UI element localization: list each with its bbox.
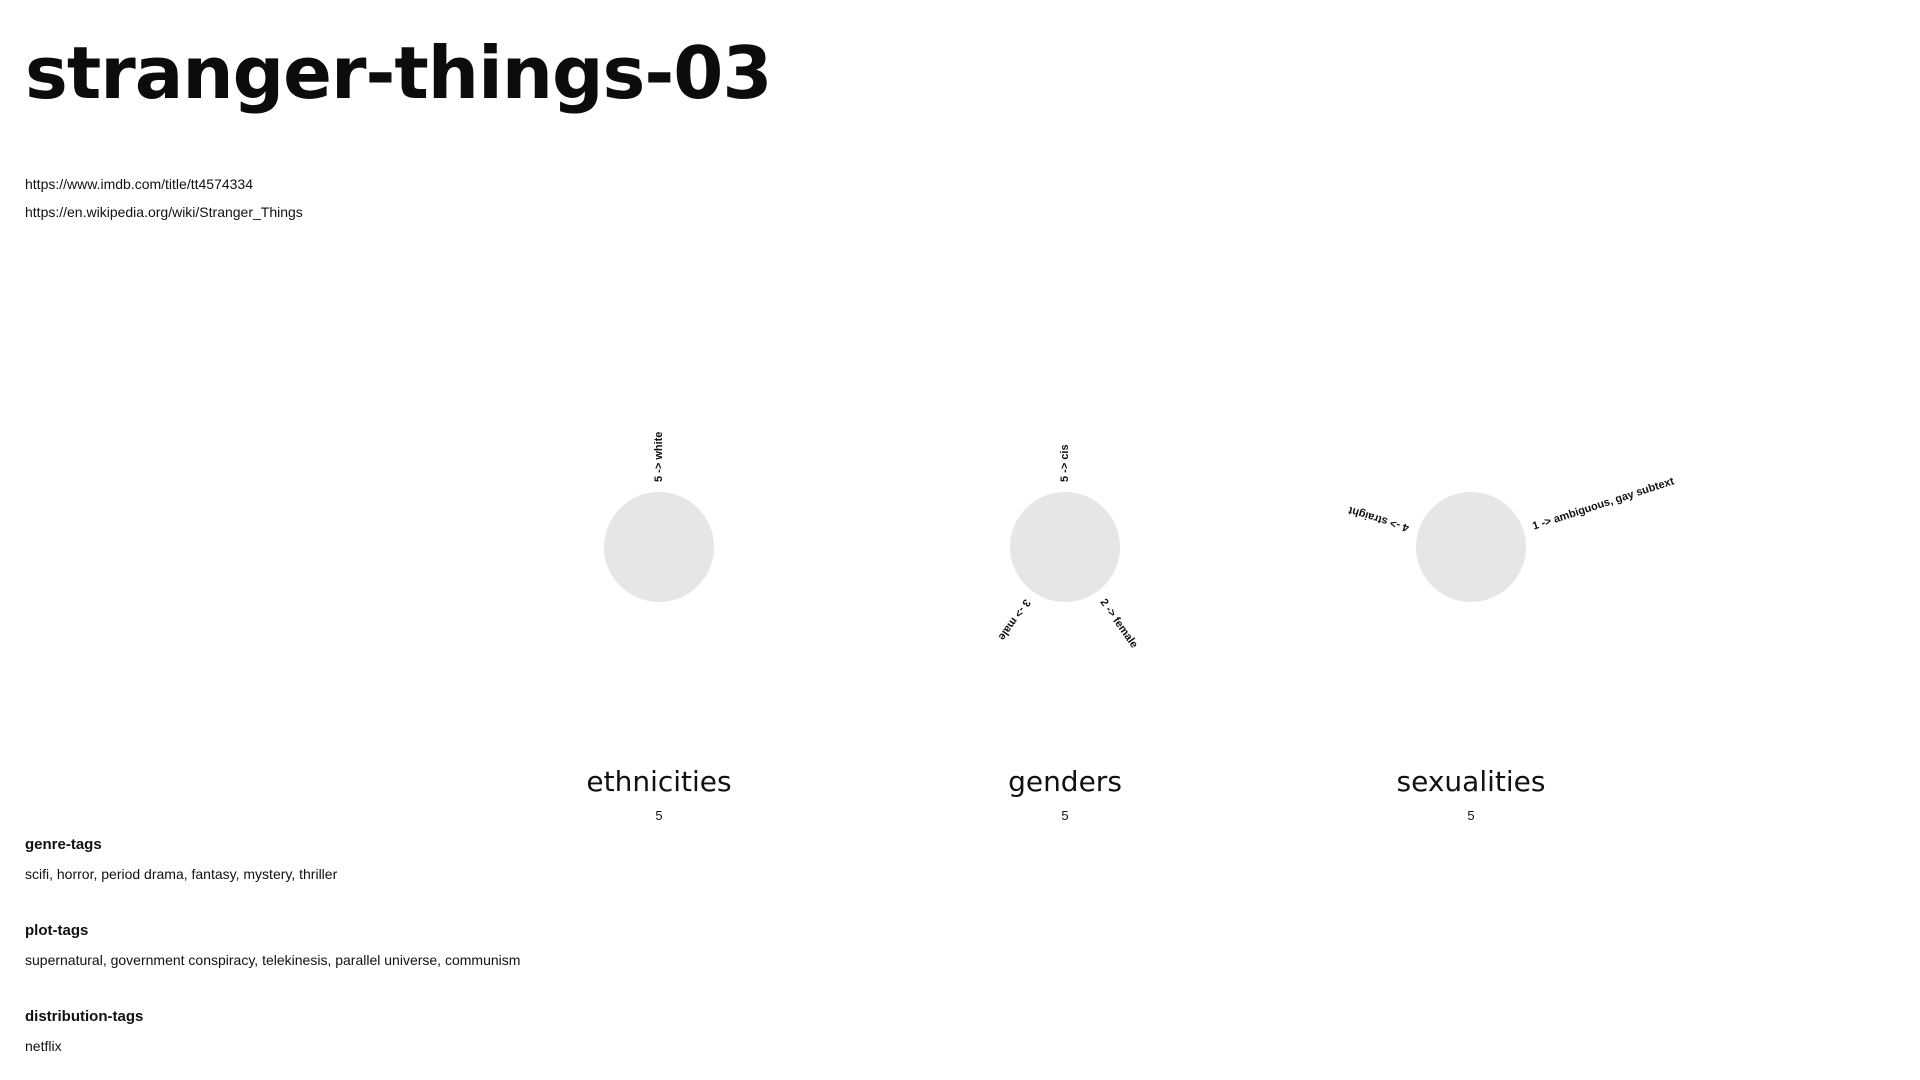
diagram-sexualities: 4 -> straight 1 -> ambiguous, gay subtext… (1347, 475, 1676, 823)
wikipedia-link[interactable]: https://en.wikipedia.org/wiki/Stranger_T… (25, 204, 303, 220)
diagram-genders: 5 -> cis 3 -> male 2 -> female genders 5 (996, 444, 1140, 823)
genre-tags-group: genre-tags scifi, horror, period drama, … (25, 835, 925, 921)
sexualities-category-label-0: 4 -> straight (1347, 504, 1411, 534)
diagram-title-sexualities: sexualities (1397, 765, 1546, 798)
genre-tags-heading: genre-tags (25, 836, 102, 853)
distribution-tags-values: netflix (25, 1038, 62, 1054)
sexualities-category-label-1: 1 -> ambiguous, gay subtext (1531, 475, 1676, 532)
distribution-tags-heading: distribution-tags (25, 1008, 144, 1025)
diagram-count-genders: 5 (1061, 808, 1068, 823)
genre-tags-values: scifi, horror, period drama, fantasy, my… (25, 866, 338, 882)
distribution-tags-group: distribution-tags netflix (25, 1007, 925, 1080)
plot-tags-heading: plot-tags (25, 922, 89, 939)
genders-category-label-0: 5 -> cis (1059, 444, 1071, 482)
ethnicities-circle (604, 492, 714, 602)
diagram-count-ethnicities: 5 (655, 808, 662, 823)
page-title: stranger-things-03 (25, 31, 772, 115)
diagram-title-genders: genders (1008, 765, 1122, 798)
diagram-title-ethnicities: ethnicities (586, 765, 731, 798)
genders-category-label-2: 2 -> female (1097, 597, 1140, 651)
genders-category-label-1: 3 -> male (996, 597, 1033, 643)
diagram-ethnicities: 5 -> white ethnicities 5 (586, 432, 731, 823)
ethnicities-category-label-0: 5 -> white (653, 432, 665, 482)
tags-section: genre-tags scifi, horror, period drama, … (25, 835, 925, 1080)
ethnicities-labels: 5 -> white (653, 432, 665, 482)
source-links: https://www.imdb.com/title/tt4574334 htt… (25, 170, 303, 226)
plot-tags-group: plot-tags supernatural, government consp… (25, 921, 925, 1007)
plot-tags-values: supernatural, government conspiracy, tel… (25, 952, 521, 968)
imdb-link[interactable]: https://www.imdb.com/title/tt4574334 (25, 176, 253, 192)
diagram-count-sexualities: 5 (1467, 808, 1474, 823)
sexualities-circle (1416, 492, 1526, 602)
genders-circle (1010, 492, 1120, 602)
